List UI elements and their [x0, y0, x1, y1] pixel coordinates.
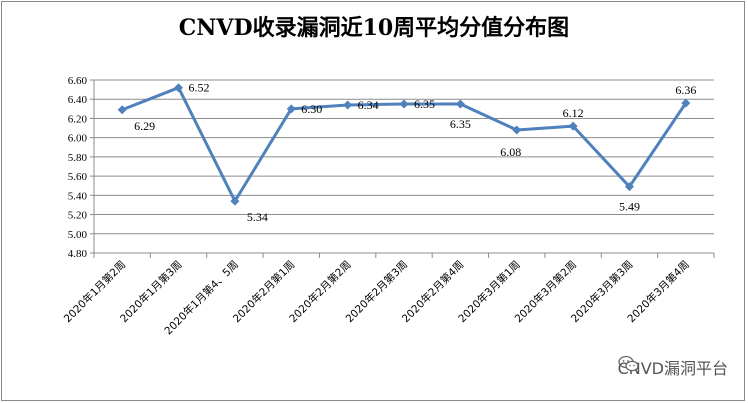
- data-label: 5.49: [619, 200, 640, 214]
- data-point: [455, 99, 465, 109]
- data-label: 6.36: [675, 83, 696, 97]
- series-line: [117, 83, 691, 206]
- x-tick-label: 2020年2月第2周: [287, 258, 354, 325]
- data-point: [343, 100, 353, 110]
- y-tick-label: 6.20: [68, 113, 88, 125]
- x-tick-label: 2020年2月第1周: [230, 258, 297, 325]
- x-tick-label: 2020年3月第2周: [512, 258, 579, 325]
- data-label: 6.35: [414, 97, 435, 111]
- data-label: 6.52: [189, 81, 210, 95]
- x-tick-label: 2020年2月第4周: [399, 258, 466, 325]
- data-label: 6.29: [134, 119, 155, 133]
- data-label: 6.34: [358, 98, 379, 112]
- watermark: CNVD漏洞平台: [618, 355, 728, 379]
- data-point: [117, 105, 127, 115]
- data-point: [174, 83, 184, 93]
- grid-lines: [94, 79, 714, 254]
- x-axis: 2020年1月第2周2020年1月第3周2020年1月第4、5周2020年2月第…: [61, 253, 715, 337]
- data-label: 6.08: [500, 145, 521, 159]
- y-tick-label: 6.60: [68, 75, 88, 87]
- data-point: [512, 125, 522, 135]
- y-tick-label: 5.20: [68, 210, 88, 222]
- x-tick-label: 2020年1月第3周: [117, 258, 184, 325]
- y-tick-label: 5.00: [68, 229, 88, 241]
- data-label: 6.35: [450, 117, 471, 131]
- x-tick-label: 2020年3月第3周: [568, 258, 635, 325]
- y-axis: 4.80 5.00 5.20 5.40 5.60 5.80 6.00 6.20 6.40 6.60: [68, 75, 95, 260]
- data-label: 6.12: [563, 106, 584, 120]
- data-point: [399, 99, 409, 109]
- y-tick-label: 4.80: [68, 248, 88, 260]
- y-tick-label: 5.80: [68, 152, 88, 164]
- data-point: [681, 98, 691, 108]
- data-labels: 6.29 6.52 5.34 6.30 6.34 6.35 6.35 6.08 6.12 5.49…: [134, 81, 696, 224]
- chart-title: CNVD收录漏洞近10周平均分值分布图: [178, 15, 570, 41]
- data-label: 5.34: [247, 210, 268, 224]
- watermark-text: CNVD漏洞平台: [617, 359, 728, 378]
- x-tick-label: 2020年3月第4周: [625, 258, 692, 325]
- y-tick-label: 5.40: [68, 190, 88, 202]
- data-point: [230, 196, 240, 206]
- data-point: [286, 104, 296, 114]
- wechat-icon: [617, 355, 639, 372]
- x-tick-label: 2020年2月第3周: [343, 258, 410, 325]
- x-tick-label: 2020年3月第1周: [456, 258, 523, 325]
- x-tick-label: 2020年1月第2周: [61, 258, 128, 325]
- data-point: [568, 121, 578, 131]
- y-tick-label: 5.60: [68, 171, 88, 183]
- y-tick-label: 6.00: [68, 133, 88, 145]
- data-point: [624, 182, 634, 192]
- y-tick-label: 6.40: [68, 94, 88, 106]
- data-label: 6.30: [301, 102, 322, 116]
